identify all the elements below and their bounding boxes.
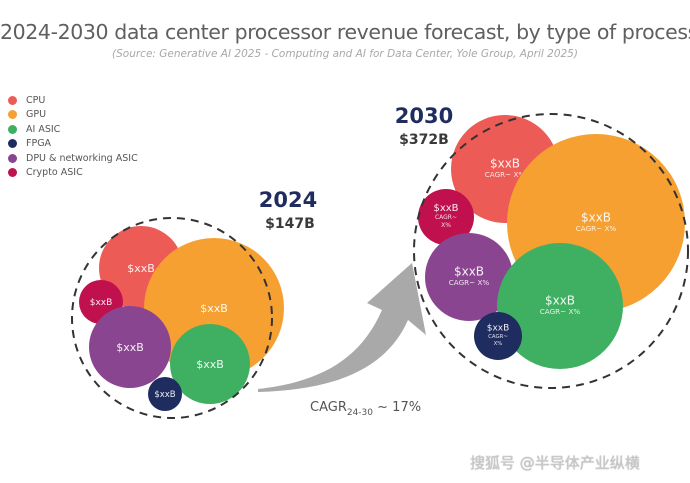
group-ring-2030	[413, 113, 689, 389]
legend-item: Crypto ASIC	[8, 166, 138, 181]
bubble-value-label: $xxB	[154, 390, 175, 400]
watermark: 搜狐号 @半导体产业纵横	[470, 454, 640, 472]
legend-label: DPU & networking ASIC	[26, 152, 138, 164]
chart-subtitle: (Source: Generative AI 2025 - Computing …	[112, 48, 578, 60]
bubble-value-label: $xxB	[196, 358, 224, 371]
legend-swatch	[8, 124, 17, 134]
bubble-dpu-networking-asic-2030	[425, 233, 513, 321]
bubble-value-label: $xxB	[433, 203, 458, 214]
bubble-crypto-asic-2030	[418, 189, 474, 245]
bubble-cagr-label: CAGR~	[435, 214, 457, 221]
legend-label: FPGA	[26, 138, 52, 150]
total-label-2030: $372B	[399, 132, 449, 148]
bubble-value-label: $xxB	[487, 324, 510, 334]
legend-item: CPU	[8, 93, 138, 108]
bubble-cagr-label: X%	[441, 222, 451, 229]
bubble-cagr-label: CAGR~	[488, 334, 508, 340]
growth-arrow	[258, 263, 426, 392]
bubble-cagr-label: CAGR~ X%	[576, 224, 617, 233]
legend-item: GPU	[8, 108, 138, 123]
legend-swatch	[8, 110, 17, 120]
legend-label: CPU	[26, 94, 46, 106]
cagr-annotation: CAGR24-30 ~ 17%	[310, 400, 421, 418]
cagr-subscript: 24-30	[347, 408, 373, 418]
bubble-value-label: $xxB	[581, 211, 611, 225]
bubble-cagr-label: CAGR~ X%	[485, 170, 526, 179]
legend-label: GPU	[26, 109, 47, 121]
legend-item: FPGA	[8, 137, 138, 152]
legend-item: DPU & networking ASIC	[8, 151, 138, 166]
bubble-value-label: $xxB	[127, 262, 155, 275]
bubble-fpga-2024	[148, 377, 182, 411]
cagr-prefix: CAGR	[310, 400, 347, 415]
bubble-dpu-networking-asic-2024	[89, 306, 171, 388]
chart-title: 2024-2030 data center processor revenue …	[0, 20, 690, 44]
bubble-value-label: $xxB	[90, 298, 113, 308]
bubble-value-label: $xxB	[490, 157, 520, 171]
bubble-value-label: $xxB	[545, 294, 575, 308]
bubble-ai-asic-2030	[497, 243, 623, 369]
bubble-value-label: $xxB	[200, 302, 228, 315]
legend: CPU GPU AI ASIC FPGA DPU & networking ASIC Cr…	[8, 93, 138, 180]
legend-swatch	[8, 153, 17, 163]
bubble-cagr-label: CAGR~ X%	[449, 278, 490, 287]
bubble-value-label: $xxB	[116, 341, 144, 354]
total-label-2024: $147B	[265, 216, 315, 232]
legend-swatch	[8, 168, 17, 178]
year-label-2024: 2024	[259, 188, 317, 212]
cagr-value: ~ 17%	[373, 400, 421, 415]
bubble-value-label: $xxB	[454, 265, 484, 279]
bubble-ai-asic-2024	[170, 324, 250, 404]
group-ring-2024	[71, 217, 273, 419]
legend-label: AI ASIC	[26, 123, 61, 135]
legend-label: Crypto ASIC	[26, 167, 83, 179]
legend-swatch	[8, 95, 17, 105]
bubble-fpga-2030	[474, 312, 522, 360]
legend-swatch	[8, 139, 17, 149]
year-label-2030: 2030	[395, 104, 453, 128]
bubble-cagr-label: X%	[494, 341, 503, 347]
bubble-cagr-label: CAGR~ X%	[540, 307, 581, 316]
legend-item: AI ASIC	[8, 122, 138, 137]
